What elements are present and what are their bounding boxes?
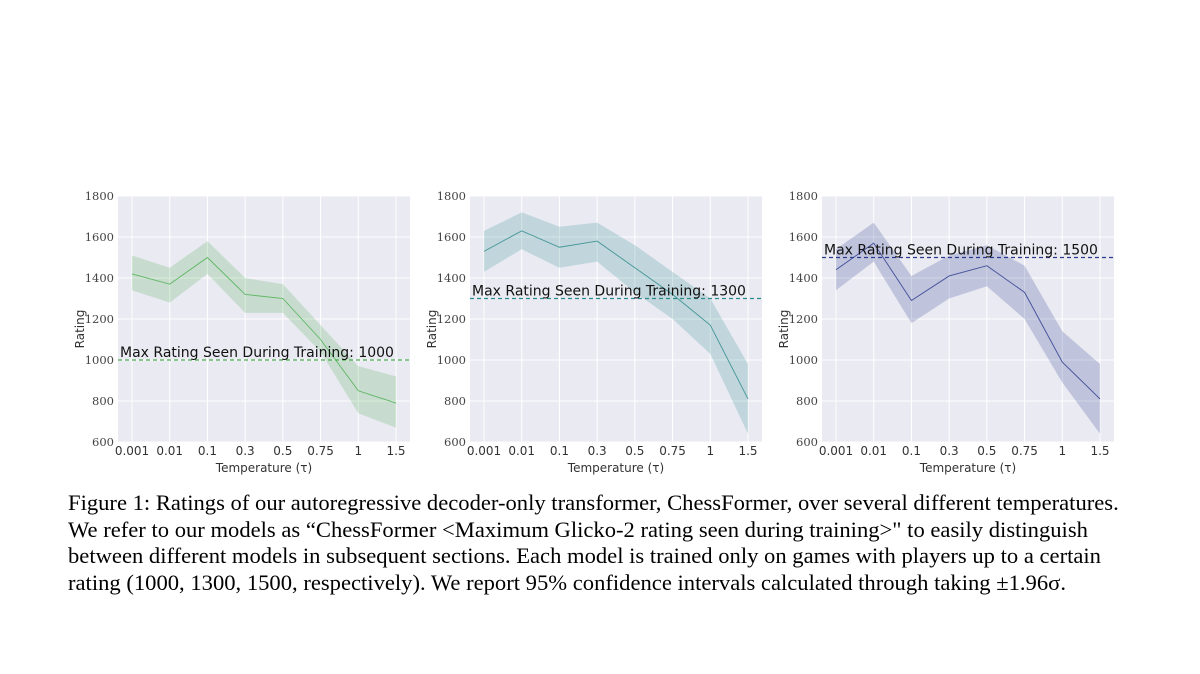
y-tick-label: 1000 [437,353,466,367]
x-tick-label: 0.3 [940,444,959,458]
y-tick-label: 1800 [437,189,466,203]
max-rating-reference-label: Max Rating Seen During Training: 1500 [824,243,1098,259]
x-tick-label: 1.5 [738,444,757,458]
x-tick-label: 1 [354,444,362,458]
y-axis-label: Rating [73,310,87,349]
y-tick-label: 1400 [437,271,466,285]
y-tick-label: 1800 [85,189,114,203]
x-tick-label: 0.01 [508,444,535,458]
y-tick-label: 600 [796,435,818,449]
x-tick-label: 1 [706,444,714,458]
y-tick-label: 800 [796,394,818,408]
x-tick-label: 0.1 [198,444,217,458]
y-axis-label: Rating [777,310,791,349]
y-tick-label: 1200 [437,312,466,326]
x-tick-label: 0.75 [307,444,334,458]
series-line [835,242,1101,400]
chart-panel-1000: 600 800 1000 1200 1400 1600 1800 0.001 0.01 0.1 0.… [73,189,410,475]
x-tick-label: 0.5 [625,444,644,458]
y-tick-label: 800 [444,394,466,408]
x-tick-label: 0.1 [550,444,569,458]
series-line [483,230,749,400]
x-tick-label: 0.001 [819,444,853,458]
x-tick-label: 0.3 [588,444,607,458]
x-tick-label: 1 [1058,444,1066,458]
y-tick-label: 800 [92,394,114,408]
caption-text: Figure 1: Ratings of our autoregressive … [68,490,1119,595]
y-tick-label: 1200 [85,312,114,326]
max-rating-reference-label: Max Rating Seen During Training: 1000 [120,345,394,361]
y-tick-label: 1600 [789,230,818,244]
confidence-band [484,212,748,434]
x-tick-label: 0.01 [860,444,887,458]
x-tick-label: 0.75 [659,444,686,458]
chart-panel-1500: 600 800 1000 1200 1400 1600 1800 0.001 0.01 0.1 0.… [777,189,1114,475]
confidence-band [836,222,1100,434]
figure-caption: Figure 1: Ratings of our autoregressive … [68,490,1130,596]
y-tick-label: 600 [92,435,114,449]
x-tick-label: 0.5 [273,444,292,458]
x-axis-label: Temperature (τ) [919,461,1016,475]
y-tick-label: 1200 [789,312,818,326]
y-tick-label: 1400 [789,271,818,285]
x-tick-label: 0.5 [977,444,996,458]
chart-panel-1300: 600 800 1000 1200 1400 1600 1800 0.001 0.01 0.1 0.… [425,189,762,475]
x-axis-label: Temperature (τ) [567,461,664,475]
y-tick-label: 1600 [437,230,466,244]
y-tick-label: 1800 [789,189,818,203]
x-axis-label: Temperature (τ) [215,461,312,475]
max-rating-reference-label: Max Rating Seen During Training: 1300 [472,284,746,300]
x-tick-label: 0.3 [236,444,255,458]
y-axis-label: Rating [425,310,439,349]
series-line [131,256,397,404]
y-tick-label: 1000 [789,353,818,367]
x-tick-label: 1.5 [386,444,405,458]
x-tick-label: 0.001 [467,444,501,458]
confidence-band [132,241,396,428]
x-tick-label: 1.5 [1090,444,1109,458]
y-tick-label: 1000 [85,353,114,367]
x-tick-label: 0.1 [902,444,921,458]
y-tick-label: 1400 [85,271,114,285]
x-tick-label: 0.75 [1011,444,1038,458]
x-tick-label: 0.01 [156,444,183,458]
x-tick-label: 0.001 [115,444,149,458]
y-tick-label: 1600 [85,230,114,244]
y-tick-label: 600 [444,435,466,449]
